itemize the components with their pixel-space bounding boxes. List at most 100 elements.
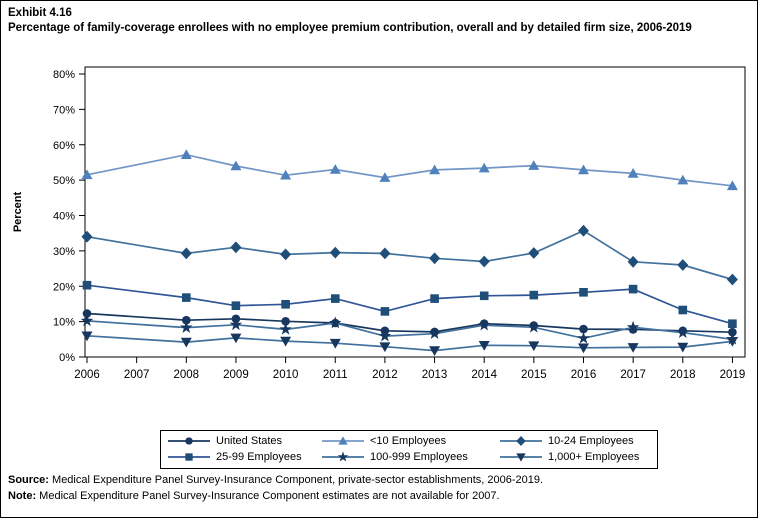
triangle-up-marker — [726, 180, 738, 191]
line-chart: 0% 10% 20% 30% 40% 50% 60% 70% 80% Percent 2006 200… — [12, 66, 746, 381]
square-marker — [529, 290, 539, 300]
triangle-up-marker — [280, 169, 292, 180]
legend-item-1-000-employees: 1,000+ Employees — [499, 450, 651, 464]
x-axis-year-label: 2018 — [670, 369, 696, 381]
circle-marker — [281, 317, 290, 326]
diamond-marker — [516, 435, 526, 447]
note-label: Note: — [8, 489, 37, 502]
y-axis-tick-label: 30% — [53, 246, 75, 258]
legend-label: <10 Employees — [370, 435, 447, 447]
x-axis-year-label: 2016 — [571, 369, 597, 381]
series-25-99-employees — [82, 280, 737, 328]
y-axis-tick-label: 80% — [53, 69, 75, 81]
diamond-marker — [677, 259, 689, 271]
legend-label: 25-99 Employees — [216, 451, 302, 463]
diamond-marker — [726, 273, 738, 286]
y-axis-tick-label: 70% — [53, 104, 75, 116]
circle-marker — [82, 309, 92, 318]
diamond-marker — [478, 255, 490, 268]
triangle-down-marker — [516, 453, 526, 462]
footer-notes: Source: Medical Expenditure Panel Survey… — [8, 473, 752, 505]
triangle-down-marker — [329, 338, 341, 349]
diamond-marker — [280, 248, 292, 261]
x-axis-year-label: 2012 — [372, 369, 398, 381]
source-text: Medical Expenditure Panel Survey-Insuran… — [52, 474, 544, 486]
triangle-down-marker — [280, 336, 292, 347]
availability-note: Note: Medical Expenditure Panel Survey-I… — [8, 489, 752, 505]
triangle-down-legend-icon — [500, 453, 542, 462]
star-marker — [428, 327, 441, 340]
x-axis-year-label: 2011 — [323, 369, 348, 381]
legend-label: 100-999 Employees — [370, 451, 468, 463]
circle-marker — [185, 437, 193, 445]
plot-area-border — [84, 66, 746, 358]
exhibit-number: Exhibit 4.16 — [8, 7, 72, 19]
triangle-down-marker — [578, 343, 589, 354]
star-marker — [180, 321, 193, 333]
triangle-down-marker — [627, 343, 639, 353]
triangle-down-marker — [677, 342, 689, 353]
y-axis-tick-label: 60% — [53, 140, 75, 152]
triangle-up-marker — [478, 162, 490, 173]
square-marker — [479, 291, 489, 301]
star-marker — [626, 320, 640, 333]
star-marker — [378, 329, 392, 342]
series-10-24-employees — [81, 224, 738, 286]
diamond-marker — [627, 255, 639, 268]
square-legend-icon — [168, 453, 210, 461]
triangle-up-marker — [81, 169, 93, 180]
square-marker — [182, 293, 191, 302]
triangle-down-marker — [230, 333, 242, 344]
x-axis-year-label: 2014 — [471, 369, 497, 381]
star-marker — [477, 318, 491, 331]
diamond-legend-icon — [500, 435, 542, 447]
square-marker — [185, 453, 193, 461]
x-axis-year-label: 2008 — [174, 369, 200, 381]
x-axis-year-label: 2006 — [74, 369, 100, 381]
source-note: Source: Medical Expenditure Panel Survey… — [8, 473, 752, 489]
circle-marker — [182, 315, 191, 325]
triangle-down-marker — [528, 341, 540, 352]
star-marker — [337, 451, 349, 462]
square-marker — [579, 288, 588, 297]
legend-item-united-states: United States — [167, 434, 319, 448]
square-marker — [281, 300, 290, 309]
square-marker — [678, 305, 688, 315]
y-axis-title: Percent — [12, 191, 24, 232]
diamond-marker — [578, 224, 589, 237]
legend-label: 10-24 Employees — [548, 435, 634, 447]
circle-legend-icon — [168, 437, 210, 445]
triangle-up-marker — [627, 168, 639, 178]
star-marker — [577, 331, 590, 344]
series--10-employees — [81, 149, 738, 191]
chart-title: Percentage of family-coverage enrollees … — [8, 21, 692, 34]
triangle-up-marker — [379, 172, 391, 182]
legend-label: 1,000+ Employees — [548, 451, 640, 463]
circle-marker — [579, 324, 588, 334]
triangle-down-marker — [478, 341, 490, 351]
legend-label: United States — [216, 435, 283, 447]
x-axis-year-label: 2019 — [720, 369, 746, 381]
square-marker — [430, 294, 439, 303]
triangle-up-marker — [429, 164, 441, 175]
legend-item-25-99-employees: 25-99 Employees — [167, 450, 319, 464]
diamond-marker — [528, 247, 540, 259]
x-axis-year-label: 2015 — [521, 369, 547, 381]
series-united-states — [82, 309, 737, 337]
square-marker — [380, 307, 390, 316]
square-marker — [728, 319, 737, 328]
legend-item-10-24-employees: 10-24 Employees — [499, 434, 651, 448]
diamond-marker — [379, 247, 391, 260]
star-marker — [676, 326, 690, 338]
square-marker — [331, 294, 340, 303]
diamond-marker — [230, 241, 242, 254]
triangle-down-marker — [429, 346, 441, 356]
diamond-marker — [329, 246, 341, 259]
star-marker — [329, 316, 342, 329]
title-block: Exhibit 4.16 Percentage of family-covera… — [8, 6, 752, 36]
triangle-down-marker — [379, 342, 391, 353]
x-axis-year-label: 2013 — [422, 369, 448, 381]
circle-marker — [728, 327, 737, 337]
triangle-down-marker — [81, 331, 93, 342]
square-marker — [82, 280, 92, 290]
